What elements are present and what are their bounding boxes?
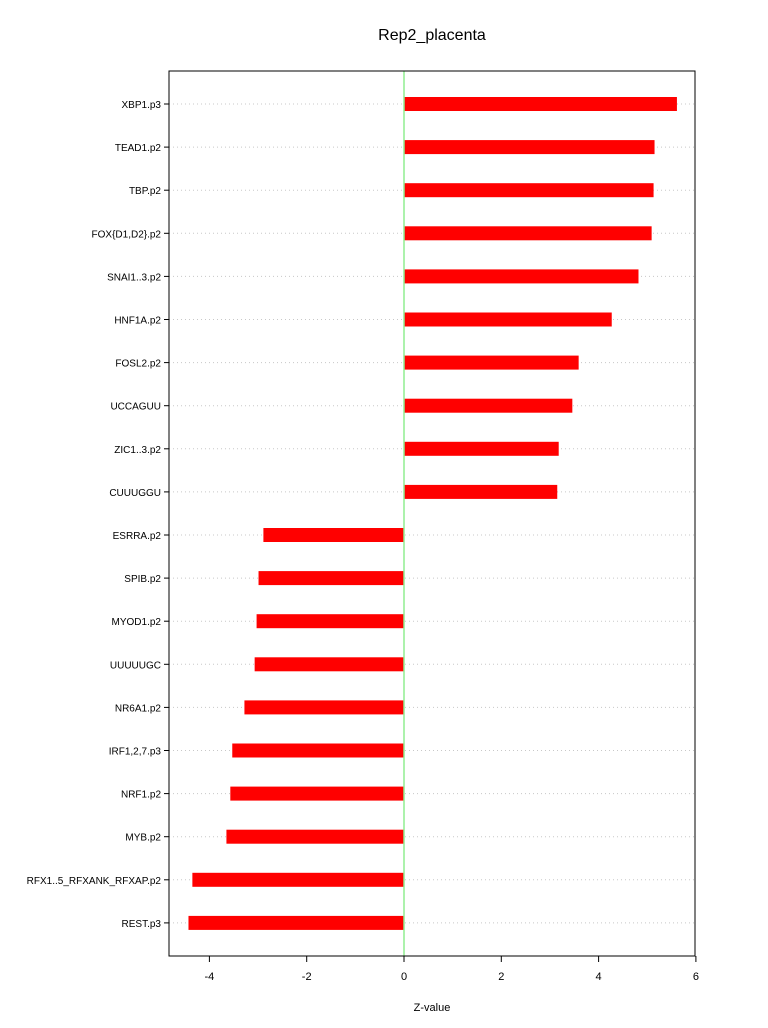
x-tick-label: -4 [205, 971, 215, 983]
y-tick-label: TBP.p2 [129, 186, 161, 197]
x-tick-label: 2 [498, 971, 504, 983]
y-tick-label: ESRRA.p2 [113, 531, 162, 542]
bar [404, 484, 558, 499]
x-tick-label: -2 [302, 971, 312, 983]
bar [404, 441, 559, 456]
bar [192, 872, 404, 887]
y-tick-label: CUUUGGU [109, 488, 161, 499]
y-tick-label: IRF1,2,7.p3 [109, 747, 162, 758]
y-tick-label: NR6A1.p2 [115, 703, 162, 714]
y-tick-label: NRF1.p2 [121, 790, 161, 801]
y-tick-label: MYB.p2 [125, 833, 161, 844]
bar [404, 398, 573, 413]
y-tick-label: FOSL2.p2 [115, 359, 161, 370]
y-tick-label: SPIB.p2 [124, 574, 161, 585]
bar [404, 140, 655, 155]
bar [404, 355, 579, 370]
bar [254, 657, 404, 672]
plot-frame [168, 70, 696, 957]
y-tick-label: XBP1.p3 [122, 100, 162, 111]
bar [256, 614, 404, 629]
bar [230, 786, 404, 801]
bars [188, 97, 677, 930]
bar [258, 571, 404, 586]
y-tick-label: ZIC1..3.p2 [114, 445, 161, 456]
y-tick-label: REST.p3 [122, 919, 162, 930]
y-tick-label: UCCAGUU [110, 402, 161, 413]
x-tick-label: 0 [401, 971, 407, 983]
y-tick-label: MYOD1.p2 [112, 617, 162, 628]
bar [263, 528, 404, 542]
y-tick-label: HNF1A.p2 [114, 316, 161, 327]
y-tick-label: UUUUUGC [110, 660, 161, 671]
bar [226, 829, 404, 844]
y-tick-label: TEAD1.p2 [115, 143, 162, 154]
y-tick-label: FOX{D1,D2}.p2 [92, 229, 162, 240]
bar [404, 269, 639, 284]
bar [232, 743, 404, 758]
x-axis-label: Z-value [414, 1002, 451, 1014]
bar [404, 183, 654, 198]
y-tick-label: SNAI1..3.p2 [107, 272, 161, 283]
x-axis: -4 -2 0 2 4 6 [205, 956, 699, 983]
bar [404, 312, 612, 327]
y-tick-label: RFX1..5_RFXANK_RFXAP.p2 [27, 876, 162, 887]
bar [404, 97, 677, 111]
bar [188, 915, 404, 930]
x-tick-label: 4 [596, 971, 602, 983]
x-tick-label: 6 [693, 971, 699, 983]
bar [244, 700, 404, 715]
bar [404, 226, 652, 241]
chart-title: Rep2_placenta [378, 27, 486, 44]
y-axis-labels: XBP1.p3 TEAD1.p2 TBP.p2 FOX{D1,D2}.p2 SNAI1.… [27, 100, 169, 930]
